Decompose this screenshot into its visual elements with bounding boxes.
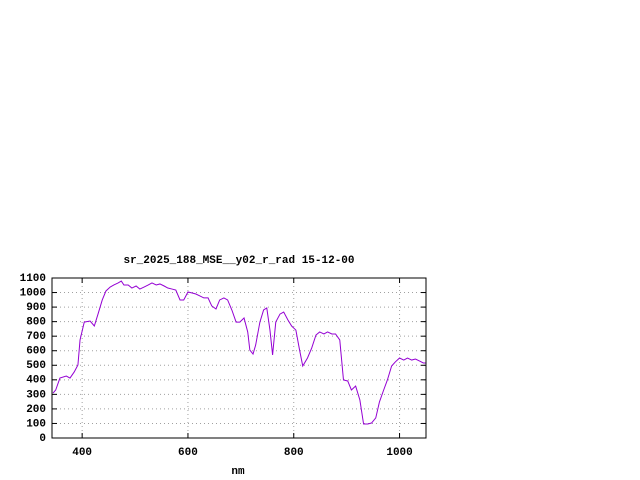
y-tick-label: 1000 xyxy=(20,287,46,299)
y-tick-label: 700 xyxy=(26,331,46,343)
y-tick-label: 600 xyxy=(26,346,46,358)
x-tick-label: 400 xyxy=(72,447,92,459)
y-tick-label: 800 xyxy=(26,317,46,329)
y-tick-label: 900 xyxy=(26,302,46,314)
x-tick-label: 600 xyxy=(178,447,198,459)
x-tick-label: 1000 xyxy=(386,447,412,459)
y-tick-label: 500 xyxy=(26,360,46,372)
y-tick-label: 1100 xyxy=(20,273,46,285)
plot-border xyxy=(51,277,427,439)
y-tick-label: 400 xyxy=(26,375,46,387)
y-tick-label: 200 xyxy=(26,404,46,416)
y-tick-label: 100 xyxy=(26,418,46,430)
x-axis-label: nm xyxy=(231,466,245,478)
chart-title: sr_2025_188_MSE__y02_r_rad 15-12-00 xyxy=(123,255,354,267)
data-line xyxy=(52,280,426,425)
y-tick-label: 300 xyxy=(26,389,46,401)
y-tick-label: 0 xyxy=(39,433,46,445)
x-tick-label: 800 xyxy=(284,447,304,459)
